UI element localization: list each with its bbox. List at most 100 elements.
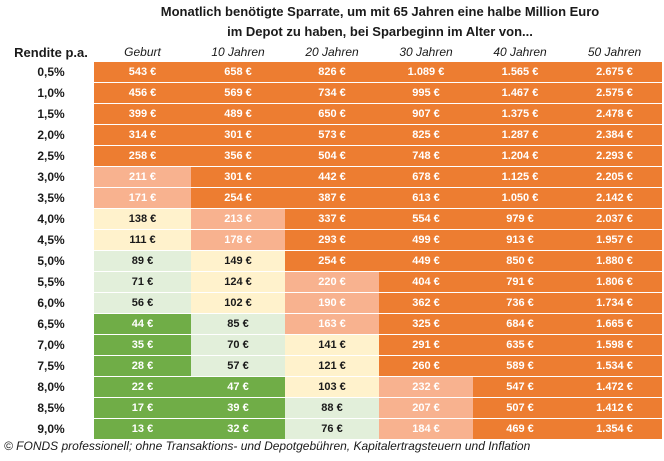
savings-cell: 791 € bbox=[473, 271, 567, 293]
savings-cell: 184 € bbox=[379, 418, 473, 440]
savings-cell: 613 € bbox=[379, 187, 473, 209]
savings-cell: 76 € bbox=[285, 418, 379, 440]
savings-cell: 1.806 € bbox=[567, 271, 662, 293]
savings-cell: 301 € bbox=[191, 124, 285, 146]
savings-cell: 149 € bbox=[191, 250, 285, 272]
savings-cell: 260 € bbox=[379, 355, 473, 377]
savings-cell: 2.478 € bbox=[567, 103, 662, 125]
savings-cell: 1.412 € bbox=[567, 397, 662, 419]
savings-cell: 1.534 € bbox=[567, 355, 662, 377]
savings-cell: 301 € bbox=[191, 166, 285, 188]
savings-cell: 13 € bbox=[94, 418, 191, 440]
savings-cell: 554 € bbox=[379, 208, 473, 230]
savings-cell: 1.598 € bbox=[567, 334, 662, 356]
column-header: Geburt bbox=[124, 45, 161, 59]
savings-cell: 573 € bbox=[285, 124, 379, 146]
savings-cell: 85 € bbox=[191, 313, 285, 335]
table-row: 9,0% 13 €32 €76 €184 €469 €1.354 € bbox=[8, 418, 662, 440]
table-row: 3,5% 171 €254 €387 €613 €1.050 €2.142 € bbox=[8, 187, 662, 209]
savings-cell: 190 € bbox=[285, 292, 379, 314]
savings-cell: 1.125 € bbox=[473, 166, 567, 188]
savings-cell: 32 € bbox=[191, 418, 285, 440]
savings-cell: 979 € bbox=[473, 208, 567, 230]
savings-cell: 70 € bbox=[191, 334, 285, 356]
savings-cell: 2.384 € bbox=[567, 124, 662, 146]
rate-label: 2,5% bbox=[8, 145, 94, 167]
savings-cell: 748 € bbox=[379, 145, 473, 167]
savings-cell: 44 € bbox=[94, 313, 191, 335]
savings-cell: 543 € bbox=[94, 62, 191, 83]
rate-label: 9,0% bbox=[8, 418, 94, 440]
savings-cell: 826 € bbox=[285, 62, 379, 83]
savings-cell: 449 € bbox=[379, 250, 473, 272]
table-row: 8,0% 22 €47 €103 €232 €547 €1.472 € bbox=[8, 376, 662, 398]
rate-label: 5,5% bbox=[8, 271, 94, 293]
savings-cell: 658 € bbox=[191, 62, 285, 83]
savings-cell: 399 € bbox=[94, 103, 191, 125]
savings-cell: 213 € bbox=[191, 208, 285, 230]
savings-cell: 293 € bbox=[285, 229, 379, 251]
savings-cell: 103 € bbox=[285, 376, 379, 398]
savings-cell: 207 € bbox=[379, 397, 473, 419]
rate-label: 6,0% bbox=[8, 292, 94, 314]
savings-cell: 220 € bbox=[285, 271, 379, 293]
savings-cell: 178 € bbox=[191, 229, 285, 251]
savings-cell: 850 € bbox=[473, 250, 567, 272]
rate-label: 4,0% bbox=[8, 208, 94, 230]
savings-cell: 1.565 € bbox=[473, 62, 567, 83]
table-row: 6,0% 56 €102 €190 €362 €736 €1.734 € bbox=[8, 292, 662, 314]
savings-cell: 121 € bbox=[285, 355, 379, 377]
savings-cell: 1.089 € bbox=[379, 62, 473, 83]
table-row: 2,0% 314 €301 €573 €825 €1.287 €2.384 € bbox=[8, 124, 662, 146]
column-header: 30 Jahren bbox=[399, 45, 453, 59]
savings-cell: 171 € bbox=[94, 187, 191, 209]
savings-cell: 337 € bbox=[285, 208, 379, 230]
savings-cell: 1.880 € bbox=[567, 250, 662, 272]
savings-cell: 138 € bbox=[94, 208, 191, 230]
savings-cell: 569 € bbox=[191, 82, 285, 104]
rate-label: 6,5% bbox=[8, 313, 94, 335]
savings-cell: 2.675 € bbox=[567, 62, 662, 83]
column-header: 20 Jahren bbox=[305, 45, 359, 59]
savings-cell: 907 € bbox=[379, 103, 473, 125]
savings-cell: 1.467 € bbox=[473, 82, 567, 104]
table-row: 7,0% 35 €70 €141 €291 €635 €1.598 € bbox=[8, 334, 662, 356]
savings-cell: 2.575 € bbox=[567, 82, 662, 104]
savings-cell: 635 € bbox=[473, 334, 567, 356]
table-row: 6,5% 44 €85 €163 €325 €684 €1.665 € bbox=[8, 313, 662, 335]
row-header-label: Rendite p.a. bbox=[14, 44, 88, 60]
savings-cell: 442 € bbox=[285, 166, 379, 188]
savings-cell: 28 € bbox=[94, 355, 191, 377]
savings-cell: 141 € bbox=[285, 334, 379, 356]
table-row: 8,5% 17 €39 €88 €207 €507 €1.412 € bbox=[8, 397, 662, 419]
savings-cell: 1.375 € bbox=[473, 103, 567, 125]
rate-label: 3,0% bbox=[8, 166, 94, 188]
savings-cell: 291 € bbox=[379, 334, 473, 356]
savings-cell: 507 € bbox=[473, 397, 567, 419]
savings-cell: 254 € bbox=[285, 250, 379, 272]
rate-label: 5,0% bbox=[8, 250, 94, 272]
table-row: 7,5% 28 €57 €121 €260 €589 €1.534 € bbox=[8, 355, 662, 377]
savings-cell: 71 € bbox=[94, 271, 191, 293]
savings-cell: 1.050 € bbox=[473, 187, 567, 209]
savings-cell: 736 € bbox=[473, 292, 567, 314]
savings-cell: 1.472 € bbox=[567, 376, 662, 398]
column-header: 50 Jahren bbox=[587, 45, 642, 59]
savings-cell: 57 € bbox=[191, 355, 285, 377]
savings-cell: 1.287 € bbox=[473, 124, 567, 146]
savings-cell: 456 € bbox=[94, 82, 191, 104]
savings-cell: 404 € bbox=[379, 271, 473, 293]
savings-cell: 211 € bbox=[94, 166, 191, 188]
savings-cell: 124 € bbox=[191, 271, 285, 293]
rate-label: 1,5% bbox=[8, 103, 94, 125]
savings-cell: 22 € bbox=[94, 376, 191, 398]
table-row: 1,0% 456 €569 €734 €995 €1.467 €2.575 € bbox=[8, 82, 662, 104]
savings-cell: 469 € bbox=[473, 418, 567, 440]
table-row: 4,0% 138 €213 €337 €554 €979 €2.037 € bbox=[8, 208, 662, 230]
table-row: 2,5% 258 €356 €504 €748 €1.204 €2.293 € bbox=[8, 145, 662, 167]
savings-cell: 1.665 € bbox=[567, 313, 662, 335]
savings-cell: 547 € bbox=[473, 376, 567, 398]
savings-cell: 2.205 € bbox=[567, 166, 662, 188]
rate-label: 4,5% bbox=[8, 229, 94, 251]
savings-cell: 589 € bbox=[473, 355, 567, 377]
